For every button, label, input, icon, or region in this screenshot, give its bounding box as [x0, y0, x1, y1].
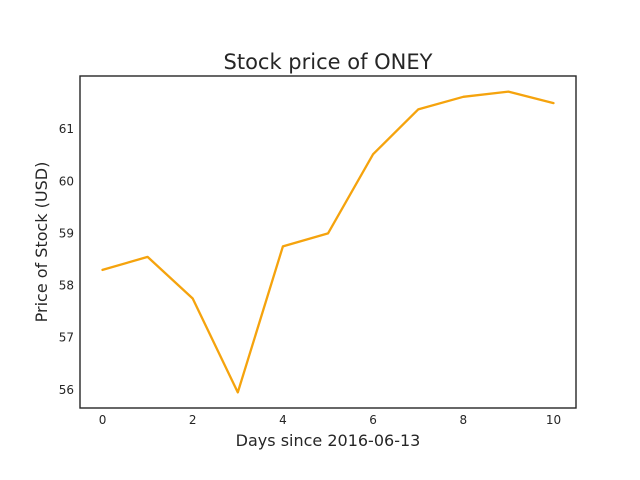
plot-frame	[79, 75, 577, 409]
y-tick-label: 59	[59, 226, 74, 240]
y-tick-label: 61	[59, 122, 74, 136]
series-line	[101, 90, 555, 394]
y-tick-label: 58	[59, 279, 74, 293]
chart-title: Stock price of ONEY	[224, 50, 433, 74]
x-tick-label: 0	[99, 413, 107, 427]
axis-ticks: 0 2 4 6 8 10 56 57 58 59 60 61	[59, 122, 561, 427]
x-tick-label: 10	[546, 413, 561, 427]
x-axis-label: Days since 2016-06-13	[236, 431, 421, 450]
x-tick-label: 4	[279, 413, 287, 427]
x-tick-label: 2	[189, 413, 197, 427]
x-tick-label: 6	[369, 413, 377, 427]
y-tick-label: 60	[59, 174, 74, 188]
y-axis-label: Price of Stock (USD)	[32, 162, 51, 323]
y-tick-label: 57	[59, 331, 74, 345]
y-tick-label: 56	[59, 383, 74, 397]
x-tick-label: 8	[459, 413, 467, 427]
